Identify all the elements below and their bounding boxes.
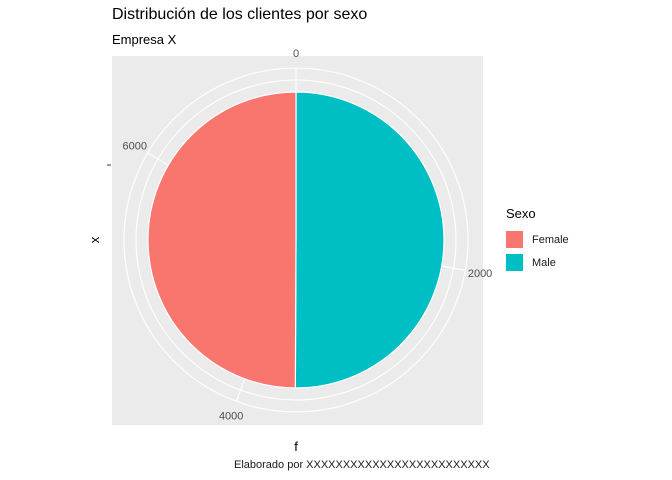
legend-label-female: Female bbox=[532, 233, 569, 246]
legend-key-female bbox=[506, 231, 523, 248]
legend: Sexo Female Male bbox=[506, 206, 569, 274]
tick-label-6000: 6000 bbox=[122, 140, 146, 152]
pie-slice-male bbox=[294, 91, 445, 389]
legend-item-male: Male bbox=[506, 251, 569, 274]
legend-title: Sexo bbox=[506, 206, 536, 221]
legend-item-female: Female bbox=[506, 228, 569, 251]
tick-label-2000: 2000 bbox=[468, 268, 492, 280]
chart-subtitle: Empresa X bbox=[112, 32, 177, 47]
tick-label-4000: 4000 bbox=[219, 410, 243, 422]
legend-key-male bbox=[506, 254, 523, 271]
chart-caption: Elaborado por XXXXXXXXXXXXXXXXXXXXXXXXX bbox=[234, 459, 490, 471]
y-axis-title: x bbox=[87, 236, 102, 243]
pie-slice-female bbox=[147, 91, 297, 389]
tick-label-0: 0 bbox=[293, 48, 299, 60]
chart-title: Distribución de los clientes por sexo bbox=[112, 6, 368, 23]
x-axis-title: f bbox=[294, 439, 298, 454]
legend-label-male: Male bbox=[532, 256, 556, 269]
